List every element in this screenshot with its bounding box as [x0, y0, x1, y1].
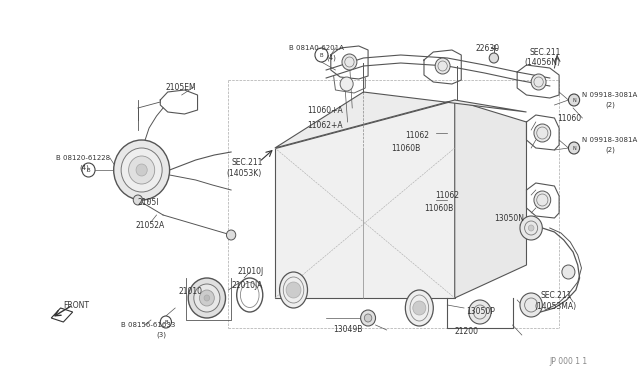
Circle shape: [568, 94, 580, 106]
Circle shape: [136, 164, 147, 176]
Circle shape: [520, 216, 542, 240]
Circle shape: [413, 301, 426, 315]
Circle shape: [489, 53, 499, 63]
Text: N: N: [572, 97, 576, 103]
Text: (4): (4): [79, 165, 89, 171]
Text: SEC.211: SEC.211: [529, 48, 561, 57]
Circle shape: [315, 48, 328, 62]
Ellipse shape: [405, 290, 433, 326]
Text: B: B: [86, 167, 90, 173]
Circle shape: [562, 265, 575, 279]
Circle shape: [82, 163, 95, 177]
Text: 13050N: 13050N: [494, 214, 524, 222]
Text: N 09918-3081A: N 09918-3081A: [582, 92, 637, 98]
Circle shape: [520, 293, 542, 317]
Text: B 081A0-6201A: B 081A0-6201A: [289, 45, 344, 51]
Circle shape: [286, 282, 301, 298]
Circle shape: [340, 77, 353, 91]
Circle shape: [227, 230, 236, 240]
Circle shape: [114, 140, 170, 200]
Text: FRONT: FRONT: [63, 301, 90, 310]
Text: 11060B: 11060B: [392, 144, 420, 153]
Text: 11060: 11060: [557, 113, 581, 122]
Circle shape: [204, 295, 210, 301]
Circle shape: [534, 124, 550, 142]
Text: (14053MA): (14053MA): [534, 301, 576, 311]
Text: JP 000 1 1: JP 000 1 1: [550, 357, 588, 366]
Circle shape: [534, 191, 550, 209]
Circle shape: [200, 290, 214, 306]
Text: 13050P: 13050P: [466, 308, 495, 317]
Text: N: N: [572, 145, 576, 151]
Polygon shape: [275, 92, 527, 148]
Ellipse shape: [280, 272, 307, 308]
Circle shape: [529, 225, 534, 231]
Circle shape: [531, 74, 546, 90]
Circle shape: [194, 284, 220, 312]
Text: 21010J: 21010J: [237, 267, 264, 276]
Polygon shape: [275, 100, 455, 298]
Text: 11062: 11062: [405, 131, 429, 140]
Text: B 08120-61228: B 08120-61228: [56, 155, 110, 161]
Text: (3): (3): [157, 332, 166, 338]
Text: B: B: [164, 320, 168, 324]
Circle shape: [160, 316, 172, 328]
Text: 21010JA: 21010JA: [231, 280, 262, 289]
Text: 21010: 21010: [179, 288, 203, 296]
Text: 2105EM: 2105EM: [166, 83, 196, 92]
Text: 21200: 21200: [455, 327, 479, 337]
Text: (2): (2): [605, 147, 616, 153]
Circle shape: [188, 278, 225, 318]
Circle shape: [121, 148, 162, 192]
Text: (2): (2): [605, 102, 616, 108]
Text: 11060B: 11060B: [424, 203, 453, 212]
Text: B 08156-61633: B 08156-61633: [121, 322, 175, 328]
Polygon shape: [455, 100, 527, 298]
Text: 21052A: 21052A: [135, 221, 164, 230]
Text: SEC.211: SEC.211: [540, 291, 572, 299]
Text: (14053K): (14053K): [227, 169, 262, 177]
Text: N 09918-3081A: N 09918-3081A: [582, 137, 637, 143]
Text: (14056N): (14056N): [525, 58, 561, 67]
Circle shape: [364, 314, 372, 322]
Text: 11062: 11062: [435, 190, 459, 199]
Circle shape: [568, 142, 580, 154]
Text: 11060+A: 11060+A: [307, 106, 343, 115]
Circle shape: [435, 58, 450, 74]
Circle shape: [342, 54, 357, 70]
Text: 11062+A: 11062+A: [307, 121, 343, 129]
Text: 13049B: 13049B: [333, 326, 363, 334]
Circle shape: [360, 310, 376, 326]
Text: SEC.211: SEC.211: [231, 157, 262, 167]
Text: 22630: 22630: [476, 44, 499, 52]
Circle shape: [133, 195, 143, 205]
Text: (4): (4): [326, 55, 336, 61]
Text: B: B: [319, 52, 323, 58]
Text: 2105I: 2105I: [138, 198, 159, 206]
Circle shape: [129, 156, 155, 184]
Circle shape: [468, 300, 491, 324]
